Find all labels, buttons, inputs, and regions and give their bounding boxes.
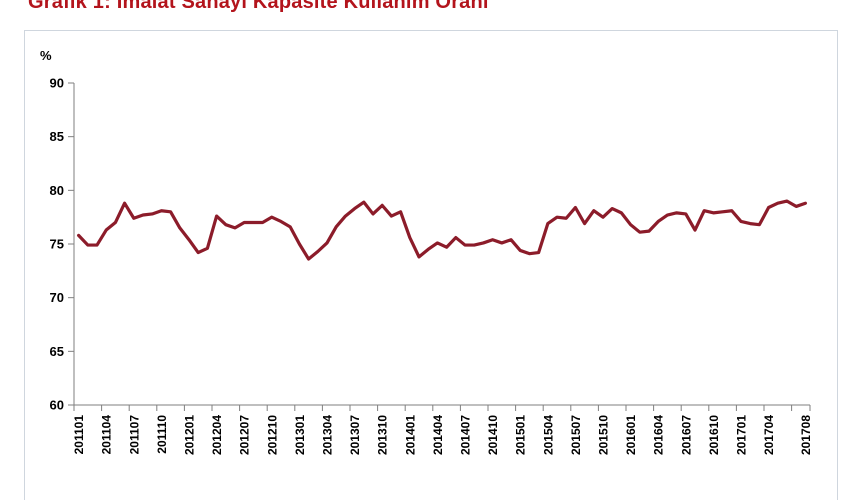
x-tick-label: 201507 — [569, 415, 583, 455]
x-tick-label: 201704 — [762, 415, 776, 455]
x-tick-label: 201510 — [597, 415, 611, 455]
x-tick-label: 201107 — [127, 415, 141, 455]
chart-title: Grafik 1: İmalat Sanayi Kapasite Kullanı… — [28, 0, 489, 13]
y-axis-unit-label: % — [40, 48, 52, 63]
x-tick-label: 201401 — [403, 415, 417, 455]
chart-frame — [24, 30, 838, 500]
x-tick-label: 201104 — [100, 415, 114, 455]
y-tick-label: 90 — [50, 76, 64, 91]
y-axis: 60 65 70 75 80 85 90 — [50, 76, 75, 413]
x-tick-label: 201310 — [376, 415, 390, 455]
y-tick-label: 60 — [50, 398, 64, 413]
y-tick-label: 65 — [50, 344, 64, 359]
series-line — [77, 199, 807, 261]
x-tick-label: 201301 — [293, 415, 307, 455]
y-tick-label: 70 — [50, 290, 64, 305]
x-tick-label: 201504 — [541, 415, 555, 455]
x-tick-label: 201607 — [679, 415, 693, 455]
x-tick-label: 201407 — [459, 415, 473, 455]
x-tick-label: 201410 — [486, 415, 500, 455]
x-tick-label: 201207 — [238, 415, 252, 455]
x-tick-label: 201110 — [155, 415, 169, 454]
y-tick-label: 85 — [50, 129, 64, 144]
x-tick-label: 201701 — [735, 415, 749, 455]
x-tick-label: 201604 — [652, 415, 666, 455]
x-tick-label: 201601 — [624, 415, 638, 455]
x-tick-label: 201201 — [183, 415, 197, 455]
y-tick-label: 80 — [50, 183, 64, 198]
x-tick-label: 201404 — [431, 415, 445, 455]
x-tick-label: 201210 — [265, 415, 279, 455]
x-tick-label: 201304 — [321, 415, 335, 455]
x-tick-label: 201501 — [514, 415, 528, 455]
x-tick-label: 201610 — [707, 415, 721, 455]
x-tick-label: 201708 — [799, 415, 813, 455]
x-tick-label: 201204 — [210, 415, 224, 455]
x-axis: 201101 201104 201107 201110 201201 201204 2012… — [72, 404, 813, 455]
line-chart: % 60 65 70 75 80 85 90 201101 201104 201107 20111… — [40, 48, 813, 455]
y-tick-label: 75 — [50, 237, 64, 252]
x-tick-label: 201307 — [348, 415, 362, 455]
x-tick-label: 201101 — [72, 415, 86, 455]
